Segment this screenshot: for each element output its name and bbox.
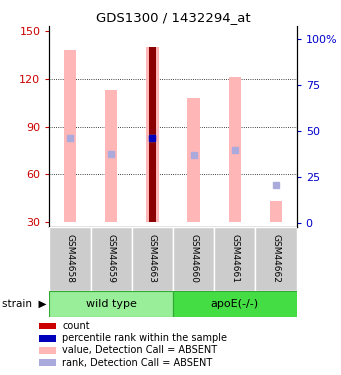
Bar: [132, 227, 173, 291]
Text: rank, Detection Call = ABSENT: rank, Detection Call = ABSENT: [62, 358, 213, 368]
Bar: [229, 77, 241, 222]
Text: apoE(-/-): apoE(-/-): [211, 299, 259, 309]
Bar: [39, 347, 56, 354]
Bar: [188, 98, 200, 222]
Text: strain  ▶: strain ▶: [2, 299, 46, 309]
Bar: [214, 227, 255, 291]
Bar: [39, 335, 56, 342]
Bar: [39, 322, 56, 330]
Text: wild type: wild type: [86, 299, 137, 309]
Bar: [105, 90, 117, 222]
Bar: [39, 359, 56, 366]
Text: GSM44658: GSM44658: [65, 234, 75, 283]
Bar: [173, 291, 297, 317]
Bar: [173, 227, 214, 291]
Text: value, Detection Call = ABSENT: value, Detection Call = ABSENT: [62, 345, 218, 355]
Title: GDS1300 / 1432294_at: GDS1300 / 1432294_at: [96, 11, 250, 24]
Bar: [49, 227, 91, 291]
Text: percentile rank within the sample: percentile rank within the sample: [62, 333, 227, 343]
Text: GSM44662: GSM44662: [271, 234, 281, 283]
Bar: [49, 291, 173, 317]
Bar: [91, 227, 132, 291]
Bar: [64, 50, 76, 222]
Bar: [146, 47, 159, 222]
Text: GSM44659: GSM44659: [107, 234, 116, 283]
Bar: [270, 201, 282, 222]
Bar: [149, 47, 156, 222]
Text: count: count: [62, 321, 90, 331]
Text: GSM44663: GSM44663: [148, 234, 157, 283]
Bar: [255, 227, 297, 291]
Text: GSM44660: GSM44660: [189, 234, 198, 283]
Text: GSM44661: GSM44661: [231, 234, 239, 283]
